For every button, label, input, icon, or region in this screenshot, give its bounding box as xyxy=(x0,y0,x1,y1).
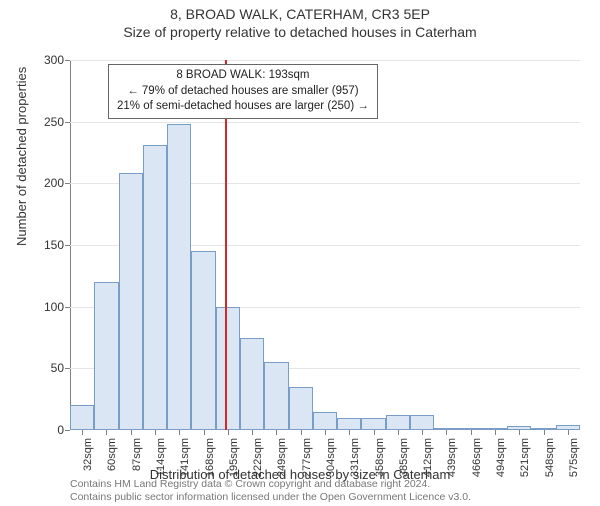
annotation-line: ← 79% of detached houses are smaller (95… xyxy=(117,84,369,100)
histogram-bar xyxy=(167,124,191,430)
ytick-label: 300 xyxy=(44,53,64,67)
ytick-mark xyxy=(65,307,70,308)
histogram-bar xyxy=(94,282,118,430)
ytick-label: 0 xyxy=(57,423,64,437)
ytick-mark xyxy=(65,183,70,184)
xtick-mark xyxy=(228,430,229,435)
ytick-mark xyxy=(65,368,70,369)
ytick-label: 50 xyxy=(51,361,64,375)
annotation-line: 8 BROAD WALK: 193sqm xyxy=(117,68,369,84)
xtick-mark xyxy=(131,430,132,435)
histogram-chart: 05010015020025030032sqm60sqm87sqm114sqm1… xyxy=(70,60,580,430)
page-title-line2: Size of property relative to detached ho… xyxy=(0,24,600,40)
footer-line2: Contains public sector information licen… xyxy=(70,491,471,504)
page-title-line1: 8, BROAD WALK, CATERHAM, CR3 5EP xyxy=(0,6,600,22)
histogram-bar xyxy=(240,338,264,431)
ytick-mark xyxy=(65,122,70,123)
ytick-label: 200 xyxy=(44,176,64,190)
ytick-label: 250 xyxy=(44,115,64,129)
ytick-mark xyxy=(65,60,70,61)
xtick-mark xyxy=(82,430,83,435)
histogram-bar xyxy=(361,418,385,430)
histogram-bar xyxy=(191,251,215,430)
annotation-box: 8 BROAD WALK: 193sqm← 79% of detached ho… xyxy=(108,64,378,119)
ytick-mark xyxy=(65,430,70,431)
xtick-mark xyxy=(544,430,545,435)
xtick-mark xyxy=(252,430,253,435)
histogram-bar xyxy=(119,173,143,430)
xtick-mark xyxy=(106,430,107,435)
xtick-mark xyxy=(155,430,156,435)
y-axis-label: Number of detached properties xyxy=(14,67,29,246)
xtick-mark xyxy=(398,430,399,435)
xtick-mark xyxy=(495,430,496,435)
histogram-bar xyxy=(337,418,361,430)
xtick-mark xyxy=(349,430,350,435)
annotation-line: 21% of semi-detached houses are larger (… xyxy=(117,99,369,115)
ytick-label: 100 xyxy=(44,300,64,314)
footer-line1: Contains HM Land Registry data © Crown c… xyxy=(70,478,471,491)
footer-attribution: Contains HM Land Registry data © Crown c… xyxy=(70,478,471,504)
xtick-mark xyxy=(446,430,447,435)
histogram-bar xyxy=(313,412,337,431)
histogram-bar xyxy=(289,387,313,430)
histogram-bar xyxy=(70,405,94,430)
xtick-mark xyxy=(471,430,472,435)
grid-line xyxy=(70,60,580,61)
ytick-mark xyxy=(65,245,70,246)
xtick-mark xyxy=(568,430,569,435)
xtick-mark xyxy=(422,430,423,435)
histogram-bar xyxy=(386,415,410,430)
xtick-mark xyxy=(276,430,277,435)
grid-line xyxy=(70,122,580,123)
histogram-bar xyxy=(143,145,167,430)
xtick-mark xyxy=(374,430,375,435)
ytick-label: 150 xyxy=(44,238,64,252)
xtick-mark xyxy=(519,430,520,435)
xtick-mark xyxy=(179,430,180,435)
histogram-bar xyxy=(216,307,240,430)
xtick-mark xyxy=(301,430,302,435)
histogram-bar xyxy=(410,415,434,430)
histogram-bar xyxy=(264,362,288,430)
xtick-mark xyxy=(325,430,326,435)
xtick-mark xyxy=(204,430,205,435)
